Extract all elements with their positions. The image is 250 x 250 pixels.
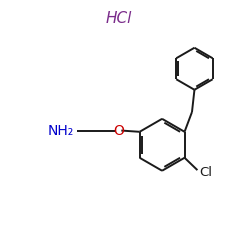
Text: O: O bbox=[113, 124, 124, 138]
Text: NH₂: NH₂ bbox=[47, 124, 74, 138]
Text: HCl: HCl bbox=[105, 11, 132, 26]
Text: Cl: Cl bbox=[199, 166, 212, 178]
